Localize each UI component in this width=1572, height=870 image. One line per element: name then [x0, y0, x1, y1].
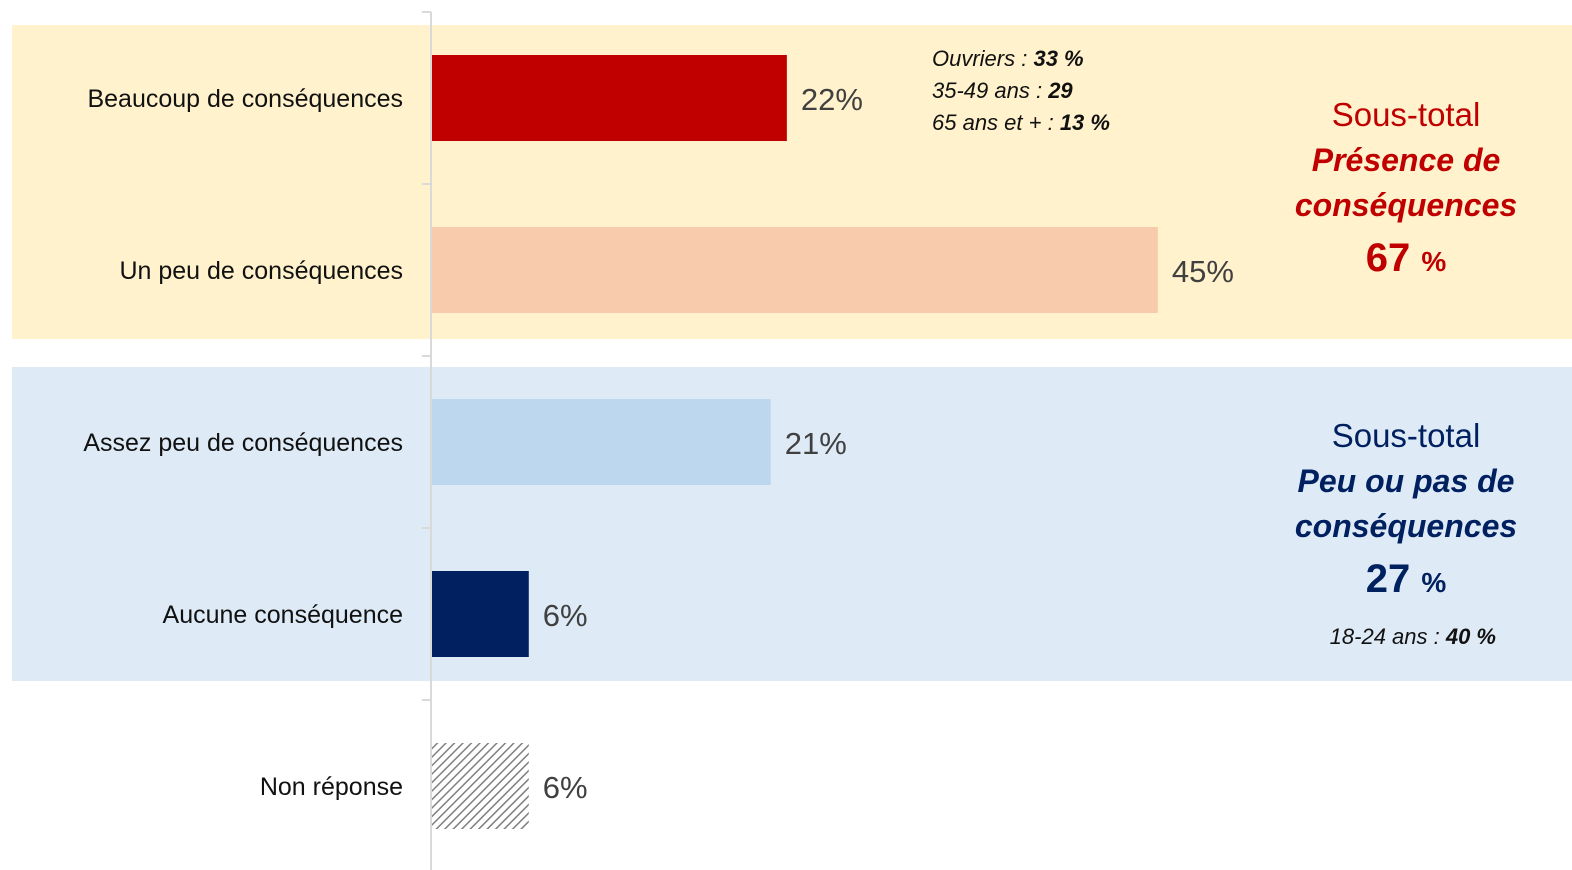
bar [432, 55, 787, 141]
subtotal-subtitle: conséquences [1295, 187, 1517, 223]
value-label: 45% [1172, 254, 1234, 289]
annotation-line: 18-24 ans : 40 % [1330, 624, 1496, 649]
subtotal-title: Sous-total [1332, 96, 1481, 133]
bar [432, 743, 529, 829]
category-label: Non réponse [260, 773, 403, 801]
group-band-2 [12, 367, 1572, 681]
subtotal-subtitle: conséquences [1295, 508, 1517, 544]
category-label: Aucune conséquence [163, 601, 403, 629]
bar [432, 571, 529, 657]
subtotal-value: 27 % [1366, 557, 1447, 601]
subtotal-value: 67 % [1366, 236, 1447, 280]
category-label: Un peu de conséquences [119, 257, 403, 285]
annotation-line: Ouvriers : 33 % [932, 46, 1084, 71]
bar [432, 399, 771, 485]
subtotal-subtitle: Présence de [1312, 142, 1501, 178]
annotation-line: 65 ans et + : 13 % [932, 110, 1110, 135]
annotation-line: 35-49 ans : 29 [932, 78, 1073, 103]
value-label: 6% [543, 598, 588, 633]
value-label: 21% [785, 426, 847, 461]
value-label: 22% [801, 82, 863, 117]
subtotal-subtitle: Peu ou pas de [1298, 463, 1515, 499]
bar [432, 227, 1158, 313]
subtotal-title: Sous-total [1332, 417, 1481, 454]
category-label: Assez peu de conséquences [83, 429, 403, 457]
category-label: Beaucoup de conséquences [87, 85, 403, 113]
value-label: 6% [543, 770, 588, 805]
